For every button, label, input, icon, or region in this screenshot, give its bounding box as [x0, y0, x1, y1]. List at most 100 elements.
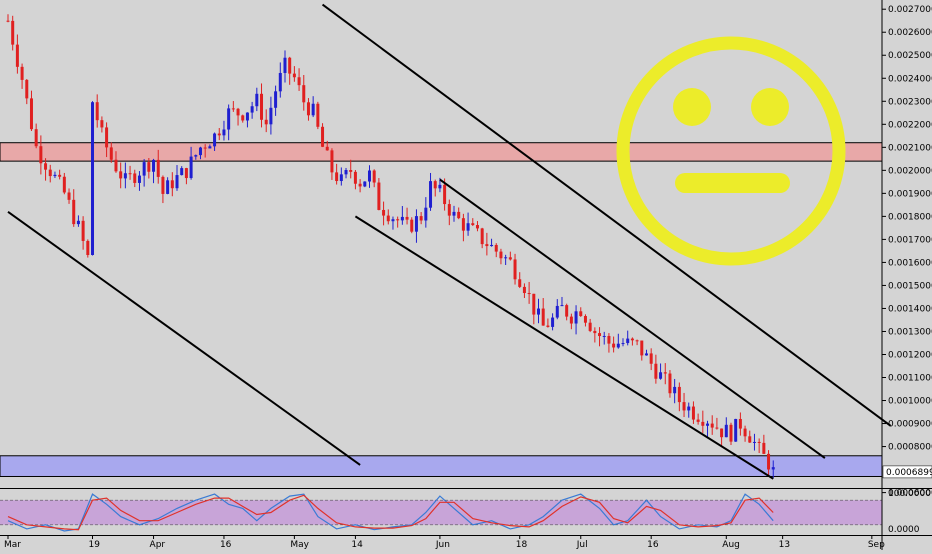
- candle-body: [170, 180, 174, 189]
- price-tick-label: 0.00130000: [888, 327, 932, 337]
- candle: [81, 216, 85, 250]
- candle: [274, 85, 278, 116]
- candle: [701, 410, 705, 433]
- candle: [227, 104, 231, 141]
- candle-body: [288, 57, 292, 74]
- candle-body: [555, 305, 559, 318]
- candle-body: [203, 147, 207, 149]
- trend-line[interactable]: [7, 210, 361, 466]
- candle: [264, 109, 268, 133]
- candle-body: [100, 120, 104, 128]
- candle-body: [213, 133, 217, 147]
- candle: [391, 216, 395, 230]
- date-tick-label: 13: [779, 540, 790, 550]
- candle: [203, 144, 207, 158]
- candle: [767, 450, 771, 476]
- candle-body: [424, 207, 428, 221]
- price-tick-label: 0.00260000: [888, 28, 932, 38]
- trend-line[interactable]: [439, 178, 826, 459]
- candle-body: [630, 338, 634, 341]
- candle: [25, 79, 29, 105]
- candle-body: [649, 353, 653, 364]
- candle-body: [621, 343, 625, 345]
- candle-body: [128, 173, 132, 175]
- candle: [137, 171, 141, 191]
- candle: [288, 56, 292, 85]
- date-tick-label: 19: [89, 540, 101, 550]
- candle-body: [306, 102, 310, 116]
- candle: [67, 188, 71, 204]
- emoji-face-outline: [616, 36, 846, 266]
- candle: [659, 363, 663, 380]
- candle-body: [635, 340, 639, 342]
- trend-line[interactable]: [354, 215, 774, 480]
- candle-body: [485, 244, 489, 247]
- oscillator-line: [7, 493, 774, 532]
- candle-body: [189, 156, 193, 179]
- candle: [626, 330, 630, 346]
- candle: [555, 299, 559, 320]
- oscillator-line: [7, 494, 774, 531]
- candle: [114, 151, 118, 173]
- current-price-box: [882, 465, 932, 479]
- candle: [565, 303, 569, 321]
- candle-body: [569, 316, 573, 324]
- candle: [311, 96, 315, 118]
- candle-body: [687, 406, 691, 411]
- candle-body: [48, 169, 52, 177]
- candle-body: [184, 168, 188, 179]
- candle-body: [579, 311, 583, 317]
- candle: [537, 298, 541, 324]
- price-tick-label: 0.00250000: [888, 51, 932, 61]
- candle-body: [560, 305, 564, 307]
- candle-body: [471, 223, 475, 226]
- candle: [762, 434, 766, 455]
- candle: [166, 177, 170, 195]
- candle-body: [724, 424, 728, 438]
- candle-body: [767, 453, 771, 470]
- candle-body: [598, 333, 602, 337]
- candle-body: [25, 79, 29, 99]
- candle: [471, 218, 475, 227]
- price-tick-label: 0.00170000: [888, 235, 932, 245]
- candle-body: [537, 308, 541, 315]
- candle-body: [34, 129, 38, 147]
- candle: [682, 392, 686, 418]
- candle-body: [339, 174, 343, 182]
- candle: [494, 243, 498, 258]
- candle: [649, 348, 653, 371]
- candle-body: [152, 159, 156, 172]
- candle: [691, 401, 695, 424]
- candle: [640, 340, 644, 361]
- candle: [34, 123, 38, 149]
- candle: [180, 166, 184, 176]
- candle: [344, 167, 348, 179]
- candle: [321, 123, 325, 148]
- candle-body: [255, 93, 259, 107]
- candle-body: [119, 171, 123, 179]
- candle: [335, 163, 339, 185]
- price-tick-label: 0.00210000: [888, 143, 932, 153]
- candle-body: [382, 209, 386, 216]
- candle: [133, 169, 137, 188]
- resistance-zone: [0, 142, 883, 162]
- candle-body: [499, 251, 503, 259]
- oscillator-min-label: 0.0000: [888, 525, 920, 535]
- price-tick-label: 0.00060000: [888, 489, 932, 499]
- candle-body: [76, 220, 80, 225]
- candle: [330, 148, 334, 180]
- trend-line[interactable]: [321, 3, 892, 427]
- candle: [231, 101, 235, 112]
- candle: [541, 298, 545, 326]
- candle-body: [20, 66, 24, 80]
- candle-body: [565, 305, 569, 317]
- oscillator-max-label: 100.0000: [888, 489, 931, 499]
- candle: [551, 313, 555, 331]
- candle-body: [241, 115, 245, 121]
- candle-body: [706, 423, 710, 426]
- candle: [405, 207, 409, 225]
- candle-body: [588, 322, 592, 331]
- candle: [72, 189, 76, 227]
